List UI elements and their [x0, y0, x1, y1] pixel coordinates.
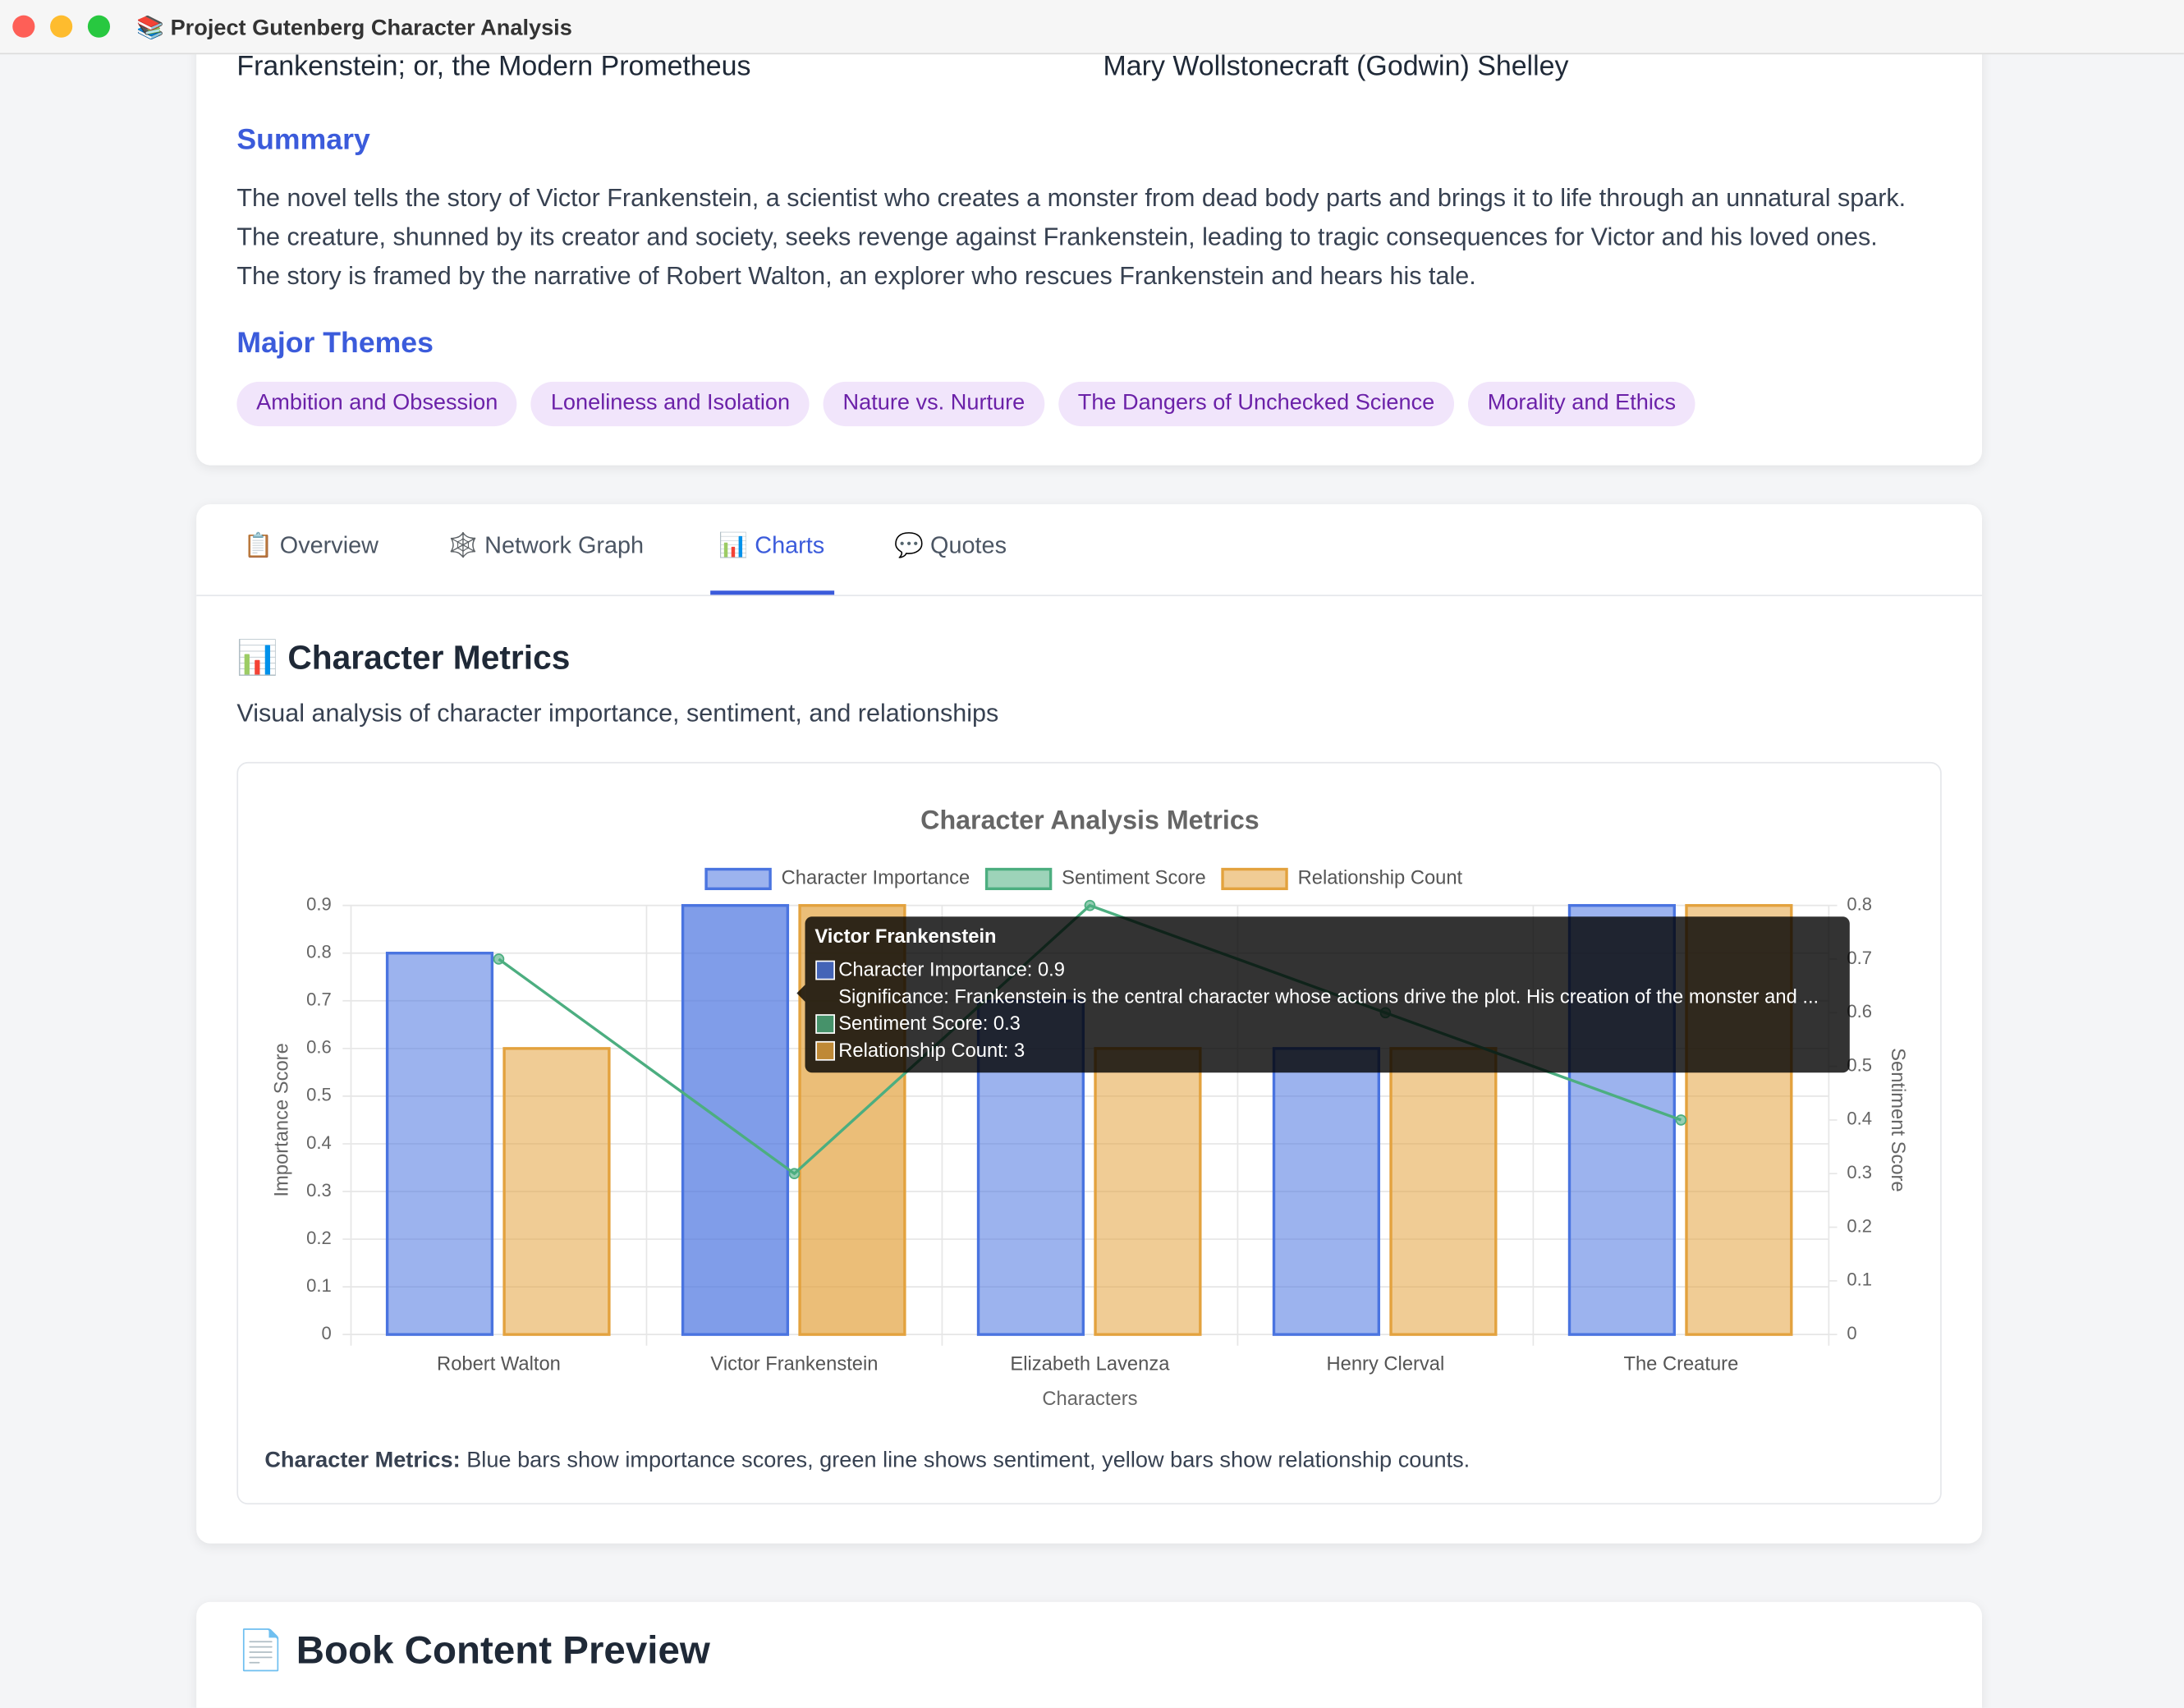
close-button[interactable] [12, 15, 35, 38]
y2-axis-label: Sentiment Score [1887, 1048, 1908, 1191]
tooltip-line: Character Importance: 0.9 [838, 960, 1065, 981]
theme-pill: Loneliness and Isolation [531, 381, 810, 427]
x-tick-label: Henry Clerval [1327, 1354, 1445, 1375]
window-title: 📚 Project Gutenberg Character Analysis [136, 16, 572, 41]
legend-label: Sentiment Score [1062, 868, 1205, 889]
y2-tick-label: 0.4 [1847, 1109, 1872, 1129]
x-tick-label: Robert Walton [437, 1354, 561, 1375]
zoom-button[interactable] [87, 15, 111, 38]
y2-tick-label: 0.5 [1847, 1054, 1872, 1075]
y-tick-label: 0.3 [306, 1180, 332, 1201]
y-axis-label: Importance Score [272, 1043, 293, 1196]
line-point [1084, 899, 1096, 911]
preview-heading: 📄 Book Content Preview [236, 1628, 710, 1672]
tab-active[interactable]: 📊 Charts [718, 532, 825, 559]
bar [502, 1047, 611, 1336]
y-tick-label: 0.6 [306, 1037, 332, 1058]
chart: Character Analysis Metrics Character Impo… [272, 805, 1909, 1410]
bar [385, 952, 494, 1336]
y-tick-label: 0 [321, 1323, 331, 1343]
y-tick-label: 0.5 [306, 1085, 332, 1105]
y2-tick-label: 0.6 [1847, 1001, 1872, 1022]
tab-indicator [710, 590, 835, 595]
themes-heading: Major Themes [236, 327, 434, 360]
y-tick-label: 0.1 [306, 1275, 332, 1296]
section-heading: 📊 Character Metrics [236, 639, 571, 677]
theme-pill: Ambition and Obsession [236, 381, 518, 427]
tooltip-box [805, 916, 1850, 1073]
theme-pill: Nature vs. Nurture [823, 381, 1045, 427]
tab[interactable]: 💬 Quotes [894, 532, 1007, 559]
chart-title: Character Analysis Metrics [920, 805, 1259, 834]
tooltip-swatch [815, 1040, 835, 1061]
book-title: Frankenstein; or, the Modern Prometheus [236, 51, 751, 83]
title-bar [0, 0, 2184, 55]
line-point [1675, 1114, 1687, 1126]
x-axis-label: Characters [1042, 1389, 1137, 1410]
tab[interactable]: 📋 Overview [243, 532, 379, 559]
x-tick-label: The Creature [1623, 1354, 1738, 1375]
tooltip-line: Significance: Frankenstein is the centra… [838, 986, 1819, 1008]
y-tick-label: 0.4 [306, 1132, 332, 1153]
y2-tick-label: 0.1 [1847, 1270, 1872, 1290]
tooltip-caret [796, 985, 805, 1002]
bar [1094, 1047, 1202, 1336]
preview-card [196, 1601, 1982, 1708]
tooltip-swatch [815, 1014, 835, 1034]
legend-swatch [984, 867, 1053, 890]
minimize-button[interactable] [50, 15, 73, 38]
legend-swatch [1221, 867, 1288, 890]
bar [1389, 1047, 1498, 1336]
line-point [493, 953, 505, 965]
y-tick-label: 0.2 [306, 1228, 332, 1248]
legend-label: Relationship Count [1298, 868, 1463, 889]
book-author: Mary Wollstonecraft (Godwin) Shelley [1103, 51, 1569, 83]
theme-pill: The Dangers of Unchecked Science [1058, 381, 1455, 427]
note-label: Character Metrics: [264, 1449, 461, 1473]
theme-pill: Morality and Ethics [1467, 381, 1695, 427]
legend-label: Character Importance [782, 868, 970, 889]
themes: Ambition and Obsession Loneliness and Iso… [236, 381, 1709, 427]
x-tick-label: Elizabeth Lavenza [1010, 1354, 1170, 1375]
tooltip-line: Sentiment Score: 0.3 [838, 1013, 1021, 1035]
note-text: Blue bars show importance scores, green … [460, 1449, 1471, 1473]
chart-note: Character Metrics: Blue bars show import… [264, 1449, 1470, 1474]
tab[interactable]: 🕸️ Network Graph [448, 532, 645, 559]
chart-frame [236, 761, 1942, 1505]
section-subtitle: Visual analysis of character importance,… [236, 699, 999, 728]
y-tick-label: 0.8 [306, 942, 332, 962]
y2-tick-label: 0.7 [1847, 948, 1872, 968]
y-tick-label: 0.9 [306, 893, 332, 914]
tooltip: Victor Frankenstein Character Importance:… [796, 916, 1850, 1073]
tooltip-line: Relationship Count: 3 [838, 1040, 1025, 1062]
tab-divider [196, 595, 1982, 597]
y2-tick-label: 0.8 [1847, 893, 1872, 914]
legend-swatch [704, 867, 772, 890]
y-tick-label: 0.7 [306, 989, 332, 1010]
tooltip-swatch [815, 960, 835, 980]
summary-heading: Summary [236, 123, 370, 156]
tooltip-title: Victor Frankenstein [814, 926, 996, 948]
bar [1272, 1047, 1381, 1336]
y2-tick-label: 0.3 [1847, 1162, 1872, 1182]
bar [681, 903, 790, 1336]
x-tick-label: Victor Frankenstein [710, 1354, 878, 1375]
line-point [788, 1168, 801, 1180]
summary: The novel tells the story of Victor Fran… [236, 183, 1906, 290]
y2-tick-label: 0 [1847, 1323, 1856, 1343]
y2-tick-label: 0.2 [1847, 1215, 1872, 1236]
